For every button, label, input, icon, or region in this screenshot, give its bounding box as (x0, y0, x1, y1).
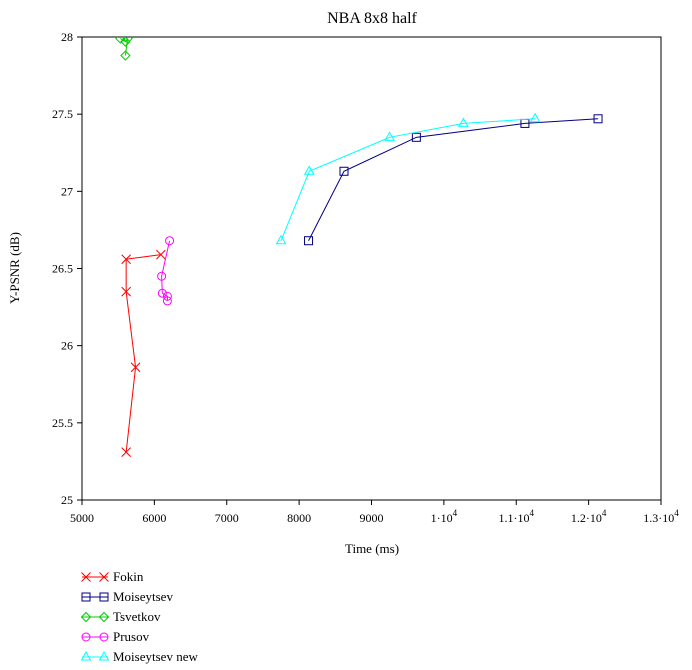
series-moiseytsev (304, 114, 603, 246)
y-tick-label: 25 (61, 493, 73, 507)
legend-item-moiseytsev: Moiseytsev (81, 589, 173, 604)
data-point-moiseytsev-new (384, 131, 395, 141)
series-fokin (121, 249, 166, 458)
legend-label: Moiseytsev new (113, 649, 198, 664)
x-axis: 5000 6000 7000 8000 9000 1·104 1.1·104 1.2·104 1… (70, 500, 679, 525)
data-point-moiseytsev-new (303, 165, 315, 175)
data-point-prusov (162, 296, 172, 306)
legend-item-tsvetkov: Tsvetkov (80, 609, 161, 624)
x-tick-label: 1·104 (431, 508, 458, 525)
y-tick-label: 26.5 (52, 262, 73, 276)
data-point-tsvetkov (120, 37, 131, 47)
x-axis-label: Time (ms) (345, 541, 399, 556)
data-point-tsvetkov (115, 37, 126, 44)
x-tick-label: 9000 (360, 511, 384, 525)
data-point-moiseytsev-new (458, 117, 469, 127)
legend-marker (81, 592, 91, 602)
y-tick-label: 25.5 (52, 416, 73, 430)
data-point-fokin (121, 447, 132, 458)
legend-marker (81, 572, 91, 582)
data-point-moiseytsev (304, 236, 314, 246)
x-tick-label: 1.1·104 (499, 508, 535, 525)
legend-label: Fokin (113, 569, 144, 584)
legend-marker (99, 592, 109, 602)
series-layer (115, 37, 603, 458)
legend-label: Tsvetkov (113, 609, 161, 624)
legend-item-prusov: Prusov (81, 629, 150, 644)
data-point-moiseytsev (593, 114, 603, 124)
plot-frame (81, 36, 662, 501)
legend-marker (80, 650, 92, 661)
y-tick-label: 27.5 (52, 107, 73, 121)
x-tick-label: 5000 (70, 511, 94, 525)
data-point-fokin (130, 362, 141, 373)
legend-item-moiseytsev-new: Moiseytsev new (80, 649, 198, 664)
data-point-moiseytsev-new (529, 112, 541, 123)
series-line-moiseytsev-new (280, 118, 536, 241)
x-tick-label: 7000 (215, 511, 239, 525)
legend: Fokin Moiseytsev Tsvetkov Prusov Moiseytsev … (80, 569, 198, 664)
data-point-moiseytsev-new (275, 234, 287, 245)
legend-marker (80, 611, 92, 623)
legend-label: Moiseytsev (113, 589, 173, 604)
series-line-moiseytsev (308, 118, 599, 241)
series-line-fokin (125, 254, 161, 453)
y-axis: 25 25.5 26 26.5 27 27.5 28 (52, 30, 82, 507)
data-point-fokin (121, 254, 132, 265)
series-moiseytsev-new (275, 112, 541, 245)
x-tick-label: 8000 (287, 511, 311, 525)
data-point-tsvetkov (120, 50, 131, 61)
data-point-tsvetkov (122, 37, 133, 44)
data-point-fokin (156, 249, 166, 260)
data-point-prusov (165, 236, 175, 246)
series-tsvetkov (115, 37, 133, 61)
data-point-prusov (157, 271, 167, 281)
series-line-prusov (161, 240, 171, 301)
legend-marker (98, 650, 110, 661)
y-tick-label: 26 (61, 339, 73, 353)
y-tick-label: 28 (61, 30, 73, 44)
chart-title: NBA 8x8 half (327, 10, 417, 27)
legend-marker (81, 632, 91, 642)
data-point-moiseytsev (339, 166, 349, 176)
y-axis-label: Y-PSNR (dB) (7, 232, 22, 304)
data-point-prusov (162, 291, 172, 301)
legend-marker (98, 611, 110, 623)
x-tick-label: 1.3·104 (643, 508, 679, 525)
x-tick-label: 6000 (142, 511, 166, 525)
plot-area (115, 37, 603, 458)
legend-item-fokin: Fokin (81, 569, 144, 584)
series-prusov (157, 236, 175, 306)
legend-marker (99, 572, 109, 582)
data-point-fokin (121, 286, 132, 297)
legend-marker (99, 632, 109, 642)
data-point-prusov (157, 288, 167, 298)
y-tick-label: 27 (61, 184, 73, 198)
legend-label: Prusov (113, 629, 150, 644)
data-point-moiseytsev (411, 132, 421, 142)
x-tick-label: 1.2·104 (571, 508, 607, 525)
